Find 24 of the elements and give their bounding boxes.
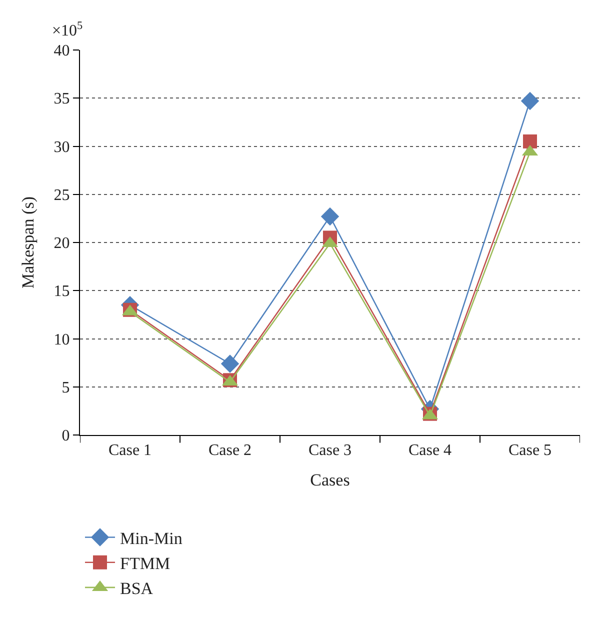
x-tick-label: Case 3 <box>308 442 352 460</box>
y-axis-title: Makespan (s) <box>18 196 38 289</box>
y-tick-label: 15 <box>54 283 70 300</box>
x-tick-label: Case 5 <box>508 442 552 460</box>
y-tick-label: 5 <box>62 379 70 396</box>
x-tick-label: Case 1 <box>108 442 152 460</box>
y-tick-label: 0 <box>62 428 70 445</box>
x-tick-label: Case 2 <box>208 442 252 460</box>
legend-label: FTMM <box>120 554 170 573</box>
point <box>520 92 540 110</box>
point <box>320 207 340 226</box>
legend-label: BSA <box>120 579 154 598</box>
x-axis-title: Cases <box>310 470 350 490</box>
text: ×10$^{5}$ <box>52 20 84 40</box>
x-tick-label: Case 4 <box>408 442 452 460</box>
y-tick-label: 25 <box>54 186 70 204</box>
y-tick-label: 10 <box>54 331 70 348</box>
y-tick-label: 35 <box>54 90 70 108</box>
y-tick-label: 20 <box>54 235 70 252</box>
legend-label: Min-Min <box>120 528 183 548</box>
point <box>523 134 537 148</box>
point <box>220 354 240 373</box>
y-tick-label: 30 <box>54 138 70 156</box>
y-tick-label: 40 <box>54 42 70 60</box>
